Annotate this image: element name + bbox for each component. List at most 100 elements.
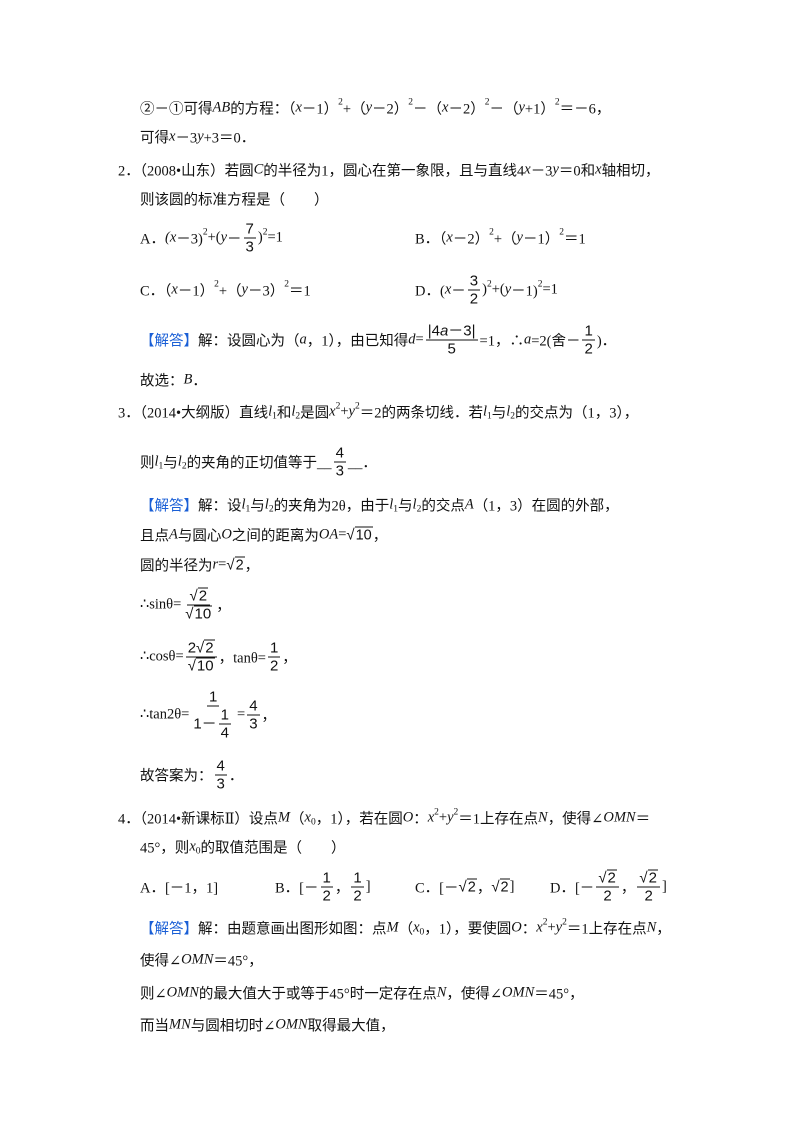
text-run: ： [413,811,428,828]
text-run: 2 [644,887,653,905]
text-run: －1） [522,231,560,248]
math-variable: A [169,526,178,543]
numerator: 4 [247,698,260,716]
option-choice: D．(x － 3 2) 2 +(y －1) 2 =1 [415,273,558,308]
denominator: 2 [643,888,655,905]
answer-label: 【解答】 [140,921,198,938]
text-run: 的最大值大于或等于45°时一定存在点 [198,986,437,1003]
square-root: √ 10 [185,605,213,623]
text-run: 而当 [140,1018,169,1035]
square-root: √ 2 [189,587,209,605]
subscript: 1 [393,504,399,514]
text-run: 则∠ [140,986,167,1003]
text-run: －（ [413,101,443,118]
text-run: 4 [335,444,344,462]
text-run: =2(舍－ [531,333,581,350]
math-variable: y [365,99,373,116]
math-variable: a [439,322,449,340]
option-choice: C．（ x －1） 2 +（ y －3） 2 ＝1 [140,279,311,301]
text-run: ，1），由已知得 [306,333,409,350]
text-run: 4 [216,757,225,775]
radical-sign-icon: √ [346,526,355,544]
line-content: 4．（2014•新课标Ⅱ）设点 M （x 0 ，1），若在圆 O： x 2 + y 2 ＝1上存在点 N… [118,807,650,829]
text-run: 与 [163,455,178,472]
radicand: 2 [647,869,658,887]
text-run: （ [290,811,305,828]
line-content: ∴tan2θ= 1 1－ 1 4 = 4 3， [140,689,276,742]
math-variable: N [646,919,657,936]
numerator: 7 [243,221,256,239]
subscript: 2 [181,461,187,471]
text-run: －3) [176,231,203,248]
math-variable: x [442,99,449,116]
math-variable: OMN [181,951,214,968]
text-run: ＝1上存在点 [566,921,647,938]
text-run: 使得∠ [140,953,182,970]
denominator: 2 [268,658,280,675]
line-content: 【解答】 解：设 l 1 与 l 2 的夹角为2θ，由于 l 1 与 l 2 的交点 A （1，3）在圆的外部… [140,495,619,516]
text-run: =1，∴ [479,333,524,350]
text-run: ＝－6， [559,101,611,118]
line-content: 则该圆的标准方程是（ ） [140,189,329,210]
math-variable: OMN [275,1016,308,1033]
text-run: __． [347,455,377,472]
line-content: 【解答】 解：由题意画出图形如图：点 M （x 0 ，1），要使圆 O： x 2 + y 2 ＝1上存在… [140,917,671,939]
text-run: 1 [322,869,331,887]
text-run: ∴sinθ= [140,596,182,613]
text-run: ： [521,921,537,938]
text-run: ＝45°， [213,953,263,970]
text-run: 1－ [193,715,217,733]
superscript: 2 [453,807,459,817]
text-run: 的方程：（ [230,101,296,118]
superscript: 2 [434,807,439,817]
text-run: ) [482,281,487,298]
text-run: 2 [603,887,612,905]
radicand: 2 [499,878,510,896]
text-run: ＝45°， [534,986,584,1003]
radicand: 2 [234,556,245,574]
superscript: 2 [562,917,567,927]
text-run: ，1），若在圆 [315,811,403,828]
math-variable: r [212,556,219,573]
text-run: 是圆 [300,405,330,422]
text-run: 轴相切， [601,163,660,180]
square-root: √ 2 [196,639,215,657]
square-root: √ 2 [491,878,510,896]
math-variable: x [304,809,311,826]
subscript: 2 [510,411,516,421]
text-run: ＝1 [288,283,311,300]
text-run: 解：由题意画出图形如图：点 [198,921,387,938]
numerator: 1 [267,640,281,658]
text-run: A．[－1，1] [140,880,219,897]
text-run: +( [207,229,221,246]
line-content: ∴cosθ= 2 √ 2 √ 10 ，tanθ= 1 2， [140,639,297,675]
square-root: √ 2 [598,869,617,887]
text-run: 与 [398,498,413,515]
text-run: C．（ [140,283,172,300]
answer-label: 【解答】 [140,333,198,350]
text-run: D．[－ [550,880,595,897]
superscript: 2 [408,97,414,107]
math-variable: N [538,809,548,826]
text-run: 的交点为（1，3）， [515,405,639,422]
text-run: （1，3）在圆的外部， [473,498,619,515]
superscript: 2 [554,97,560,107]
math-variable: y [197,128,204,145]
denominator: √ 10 [186,657,217,675]
line-content: 则∠ OMN 的最大值大于或等于45°时一定存在点 N ，使得∠ OMN ＝45°， [140,983,584,1004]
text-run: 1 [220,706,230,724]
numerator: √ 2 [637,869,660,888]
text-run: +（ [218,283,242,300]
text-run: 2 [187,639,197,657]
text-run: 5 [447,340,456,358]
text-run: 2 [322,887,331,905]
text-run: 故答案为： [140,768,213,785]
text-run: ] [365,878,371,895]
math-variable: l [154,453,159,470]
text-run: 则该圆的标准方程是（ ） [140,192,329,209]
